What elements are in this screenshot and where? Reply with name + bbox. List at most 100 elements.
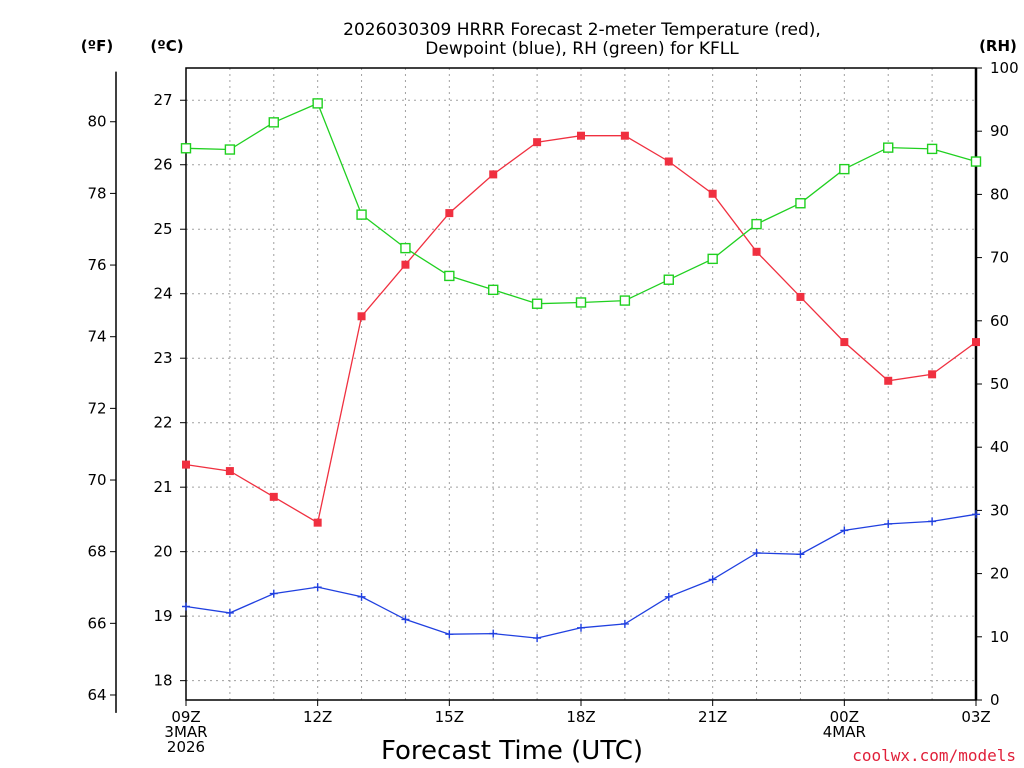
data-point — [752, 247, 761, 256]
rh-tick-label: 40 — [990, 438, 1009, 456]
x-tick-label: 4MAR — [823, 723, 866, 741]
data-point — [401, 260, 410, 269]
rh-unit-label: (RH) — [979, 37, 1017, 55]
series-line — [185, 513, 977, 639]
fahrenheit-tick-label: 68 — [87, 543, 106, 561]
data-point — [444, 270, 455, 282]
data-point — [182, 602, 190, 611]
data-point — [489, 629, 498, 638]
data-point — [839, 163, 850, 175]
data-point — [356, 209, 367, 220]
data-point — [357, 592, 366, 601]
series — [180, 98, 982, 643]
celsius-tick-label: 23 — [153, 349, 172, 367]
rh-tick-label: 80 — [990, 185, 1009, 203]
data-point — [795, 198, 806, 209]
fahrenheit-tick-label: 64 — [87, 686, 106, 704]
data-point — [972, 338, 980, 347]
data-point — [884, 519, 893, 528]
x-tick-label: 12Z — [303, 708, 332, 726]
data-point — [531, 298, 543, 309]
data-point — [445, 630, 454, 639]
data-point — [883, 142, 894, 153]
series-relative-humidity — [180, 98, 982, 309]
rh-tick-label: 100 — [990, 59, 1019, 77]
data-point — [840, 338, 849, 347]
data-point — [357, 312, 366, 321]
celsius-tick-label: 20 — [153, 543, 172, 561]
data-point — [180, 143, 192, 154]
rh-tick-label: 0 — [990, 691, 1000, 709]
fahrenheit-tick-label: 66 — [87, 614, 106, 632]
data-point — [620, 131, 629, 140]
data-point — [182, 460, 190, 469]
fahrenheit-tick-label: 80 — [87, 113, 106, 131]
data-point — [796, 550, 805, 559]
data-point — [489, 170, 498, 179]
rh-tick-label: 90 — [990, 122, 1009, 140]
data-point — [269, 492, 278, 501]
data-point — [928, 517, 937, 526]
celsius-tick-label: 25 — [153, 220, 172, 238]
data-point — [577, 131, 585, 140]
rh-tick-label: 70 — [990, 249, 1009, 267]
data-point — [663, 274, 674, 285]
data-point — [884, 376, 893, 385]
data-point — [313, 518, 322, 527]
celsius-tick-label: 27 — [153, 91, 172, 109]
celsius-tick-label: 19 — [153, 607, 172, 625]
data-point — [664, 157, 673, 166]
data-point — [619, 295, 631, 306]
data-point — [575, 297, 587, 308]
x-axis-title: Forecast Time (UTC) — [381, 736, 643, 766]
data-point — [445, 209, 454, 218]
series-2-meter-temperature — [182, 131, 980, 527]
x-tick-label: 3MAR — [164, 723, 207, 741]
axes: 18 19 20 21 22 23 24 25 26 27 64 66 68 70 72 74 76 78 80 0 1… — [87, 59, 1018, 756]
chart-title-line-2: Dewpoint (blue), RH (green) for KFLL — [425, 39, 739, 59]
celsius-tick-label: 24 — [153, 285, 172, 303]
x-tick-label: 09Z — [171, 708, 200, 726]
data-point — [269, 589, 278, 598]
rh-tick-label: 20 — [990, 565, 1009, 583]
fahrenheit-tick-label: 72 — [87, 399, 106, 417]
rh-tick-label: 50 — [990, 375, 1009, 393]
rh-tick-label: 30 — [990, 501, 1009, 519]
x-tick-label: 18Z — [566, 708, 595, 726]
celsius-tick-label: 22 — [153, 414, 172, 432]
celsius-tick-label: 26 — [153, 156, 172, 174]
data-point — [664, 592, 673, 601]
data-point — [708, 575, 717, 584]
celsius-unit-label: (ºC) — [150, 37, 183, 55]
x-tick-label: 21Z — [698, 708, 727, 726]
data-point — [796, 292, 805, 301]
data-point — [400, 242, 411, 254]
rh-tick-label: 60 — [990, 312, 1009, 330]
data-point — [312, 98, 323, 109]
data-point — [488, 284, 499, 296]
fahrenheit-tick-label: 70 — [87, 471, 106, 489]
data-point — [224, 144, 236, 155]
chart-title-line-1: 2026030309 HRRR Forecast 2-meter Tempera… — [343, 20, 821, 40]
celsius-tick-label: 21 — [153, 478, 172, 496]
x-tick-label: 00Z — [830, 708, 859, 726]
data-point — [620, 619, 629, 628]
data-point — [752, 548, 761, 557]
source-credit[interactable]: coolwx.com/models — [852, 746, 1016, 765]
data-point — [707, 253, 718, 265]
celsius-tick-label: 18 — [153, 672, 172, 690]
x-tick-label: 03Z — [961, 708, 990, 726]
data-point — [926, 143, 938, 155]
data-point — [840, 526, 849, 535]
data-point — [970, 156, 982, 167]
data-point — [972, 510, 980, 519]
fahrenheit-tick-label: 76 — [87, 256, 106, 274]
data-point — [225, 608, 234, 617]
data-point — [708, 189, 717, 198]
fahrenheit-unit-label: (ºF) — [81, 37, 113, 55]
series-dewpoint — [182, 510, 980, 643]
data-point — [313, 583, 322, 592]
x-tick-label: 15Z — [435, 708, 464, 726]
data-point — [751, 218, 762, 230]
